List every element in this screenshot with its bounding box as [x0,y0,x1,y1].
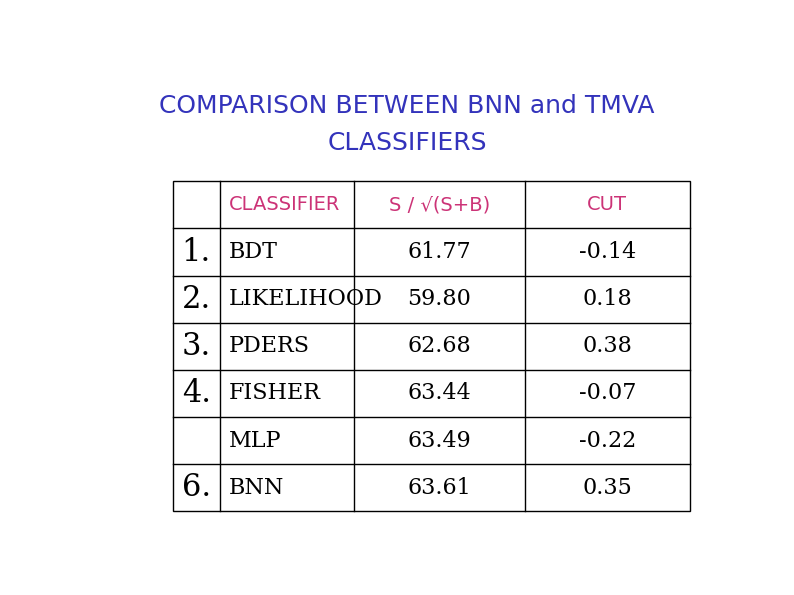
Text: BNN: BNN [229,477,284,499]
Text: 0.18: 0.18 [583,288,632,310]
Text: COMPARISON BETWEEN BNN and TMVA: COMPARISON BETWEEN BNN and TMVA [159,94,655,118]
Text: 4.: 4. [182,378,211,409]
Text: PDERS: PDERS [229,336,310,357]
Text: 1.: 1. [182,237,211,268]
Text: -0.22: -0.22 [579,430,636,452]
Text: 63.61: 63.61 [407,477,471,499]
Text: CUT: CUT [588,195,627,214]
Text: -0.07: -0.07 [579,383,636,405]
Text: 0.35: 0.35 [583,477,632,499]
Text: 2.: 2. [182,284,211,315]
Text: 63.44: 63.44 [407,383,471,405]
Text: 61.77: 61.77 [407,241,471,263]
Text: -0.14: -0.14 [579,241,636,263]
Text: 63.49: 63.49 [407,430,471,452]
Text: S / √(S+B): S / √(S+B) [389,195,490,214]
Text: CLASSIFIER: CLASSIFIER [229,195,340,214]
Text: 6.: 6. [182,472,211,503]
Text: CLASSIFIERS: CLASSIFIERS [327,131,487,155]
Text: 62.68: 62.68 [407,336,471,357]
Text: 0.38: 0.38 [582,336,632,357]
Text: MLP: MLP [229,430,281,452]
Text: 3.: 3. [182,331,211,362]
Text: LIKELIHOOD: LIKELIHOOD [229,288,383,310]
Bar [173,181,690,511]
Text: 59.80: 59.80 [407,288,471,310]
Text: FISHER: FISHER [229,383,321,405]
Text: BDT: BDT [229,241,278,263]
